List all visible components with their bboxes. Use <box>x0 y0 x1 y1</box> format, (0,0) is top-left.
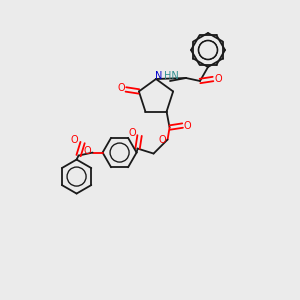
Text: O: O <box>84 146 92 156</box>
Text: O: O <box>129 128 136 138</box>
Text: O: O <box>159 135 167 145</box>
Text: O: O <box>117 83 125 93</box>
Text: O: O <box>214 74 222 84</box>
Text: O: O <box>71 135 78 145</box>
Text: O: O <box>184 121 191 130</box>
Text: N: N <box>155 71 163 81</box>
Text: HN: HN <box>164 71 179 81</box>
